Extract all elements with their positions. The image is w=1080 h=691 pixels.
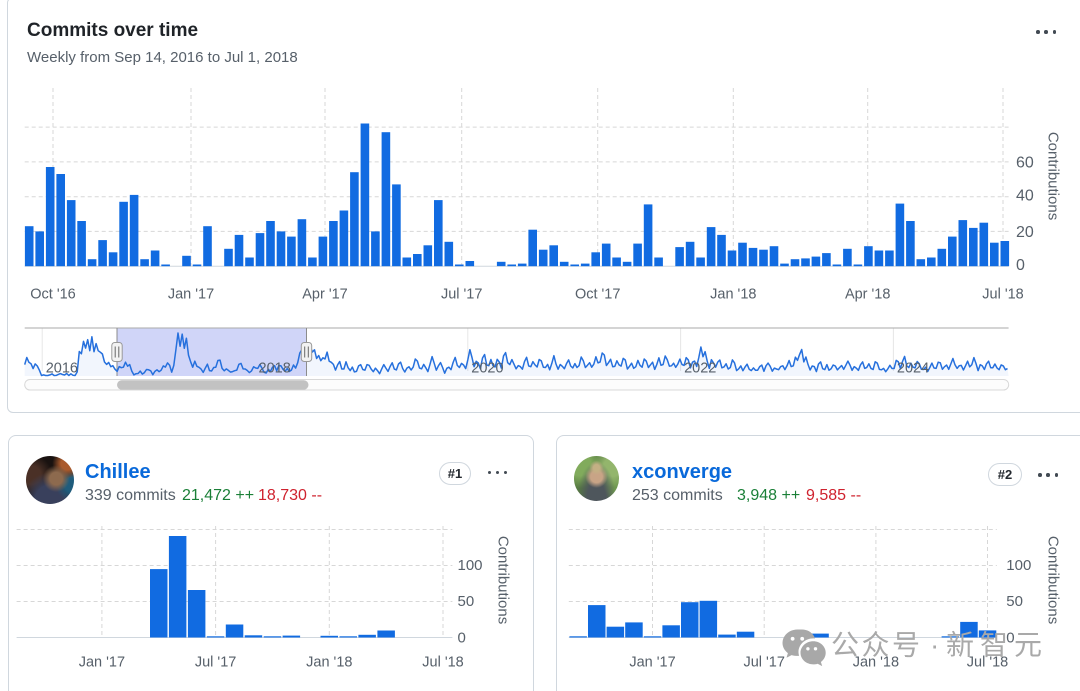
- svg-text:Jul '18: Jul '18: [967, 655, 1008, 671]
- svg-text:50: 50: [1006, 593, 1023, 610]
- svg-text:2018: 2018: [259, 361, 291, 377]
- svg-text:Contributions: Contributions: [1045, 536, 1062, 624]
- svg-text:Jan '18: Jan '18: [853, 655, 899, 671]
- svg-text:60: 60: [1016, 155, 1034, 172]
- svg-text:Jan '17: Jan '17: [168, 287, 214, 303]
- svg-text:Jan '17: Jan '17: [629, 655, 675, 671]
- svg-text:Jan '18: Jan '18: [710, 287, 756, 303]
- svg-text:100: 100: [458, 557, 483, 574]
- svg-text:Jan '18: Jan '18: [306, 655, 352, 671]
- svg-text:2016: 2016: [46, 361, 78, 377]
- svg-text:Apr '18: Apr '18: [845, 287, 891, 303]
- svg-text:Jul '17: Jul '17: [743, 655, 784, 671]
- svg-text:0: 0: [1016, 257, 1025, 274]
- svg-text:50: 50: [458, 593, 475, 610]
- svg-text:Apr '17: Apr '17: [302, 287, 348, 303]
- svg-text:Jul '18: Jul '18: [422, 655, 463, 671]
- svg-text:2020: 2020: [471, 361, 503, 377]
- svg-text:0: 0: [458, 630, 466, 647]
- svg-text:Oct '16: Oct '16: [30, 287, 75, 303]
- svg-text:Oct '17: Oct '17: [575, 287, 620, 303]
- svg-text:Jul '18: Jul '18: [982, 287, 1023, 303]
- svg-text:0: 0: [1006, 630, 1014, 647]
- svg-text:20: 20: [1016, 224, 1034, 241]
- svg-text:Jul '17: Jul '17: [195, 655, 236, 671]
- svg-text:Jan '17: Jan '17: [79, 655, 125, 671]
- svg-text:Contributions: Contributions: [495, 536, 512, 624]
- svg-text:40: 40: [1016, 188, 1034, 205]
- svg-text:2024: 2024: [897, 361, 929, 377]
- svg-text:Contributions: Contributions: [1045, 132, 1062, 220]
- svg-text:2022: 2022: [684, 361, 716, 377]
- svg-text:Jul '17: Jul '17: [441, 287, 482, 303]
- svg-text:100: 100: [1006, 557, 1031, 574]
